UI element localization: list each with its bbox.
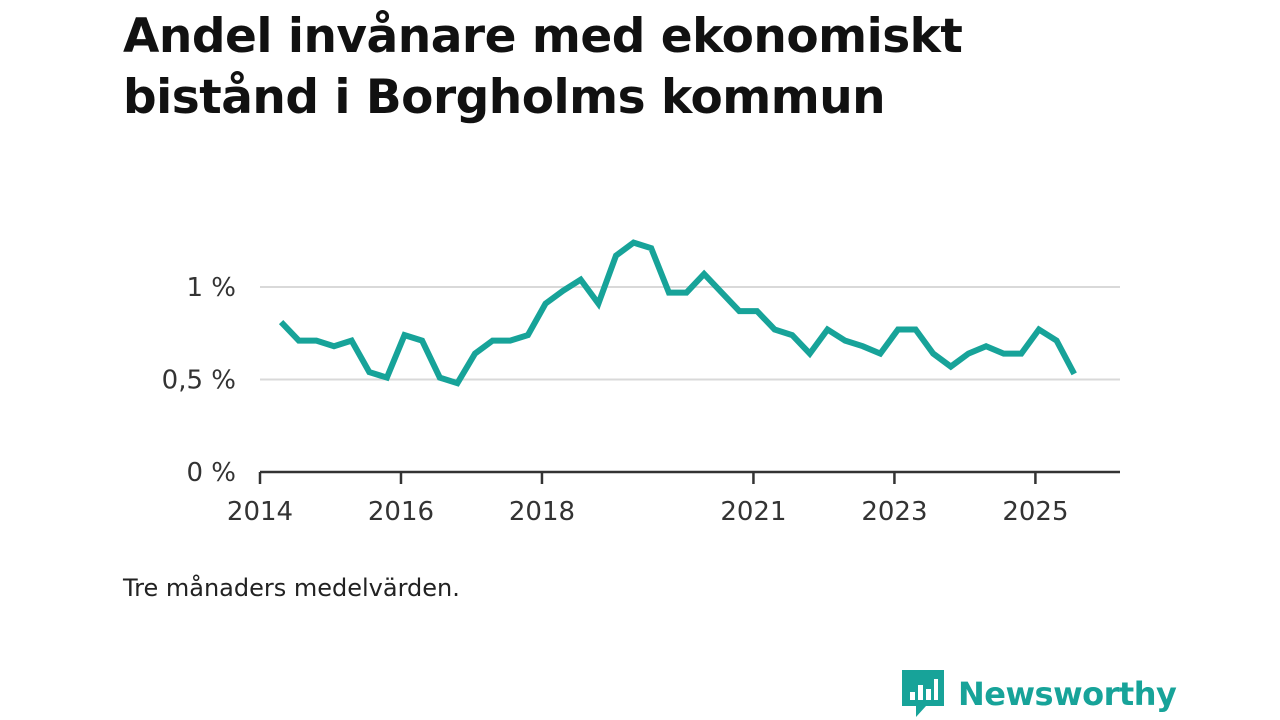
x-tick-label-0: 2014 <box>227 497 293 527</box>
y-tick-label-2: 1 % <box>186 273 236 303</box>
bar-chart-speech-bubble-icon <box>902 670 944 717</box>
brand-name: Newsworthy <box>958 675 1177 713</box>
series <box>278 239 1077 387</box>
x-tick-label-2: 2018 <box>509 497 575 527</box>
series-line-0 <box>278 239 1077 387</box>
x-tick-label-4: 2023 <box>861 497 927 527</box>
newsworthy-logo: Newsworthy <box>902 668 1177 720</box>
y-tick-label-0: 0 % <box>186 458 236 488</box>
chart-note: Tre månaders medelvärden. <box>123 574 460 602</box>
x-tick-label-1: 2016 <box>368 497 434 527</box>
x-tick-label-3: 2021 <box>720 497 786 527</box>
line-chart: 0 % 0,5 % 1 % 2014 2016 2018 2021 2023 2025 <box>162 239 1120 527</box>
x-axis-labels: 2014 2016 2018 2021 2023 2025 <box>227 497 1069 527</box>
x-axis-ticks <box>258 472 1037 484</box>
x-tick-label-5: 2025 <box>1002 497 1068 527</box>
y-axis-labels: 0 % 0,5 % 1 % <box>162 273 236 488</box>
y-tick-label-1: 0,5 % <box>162 366 236 396</box>
chart-title: Andel invånare med ekonomiskt bistånd i … <box>123 9 963 125</box>
